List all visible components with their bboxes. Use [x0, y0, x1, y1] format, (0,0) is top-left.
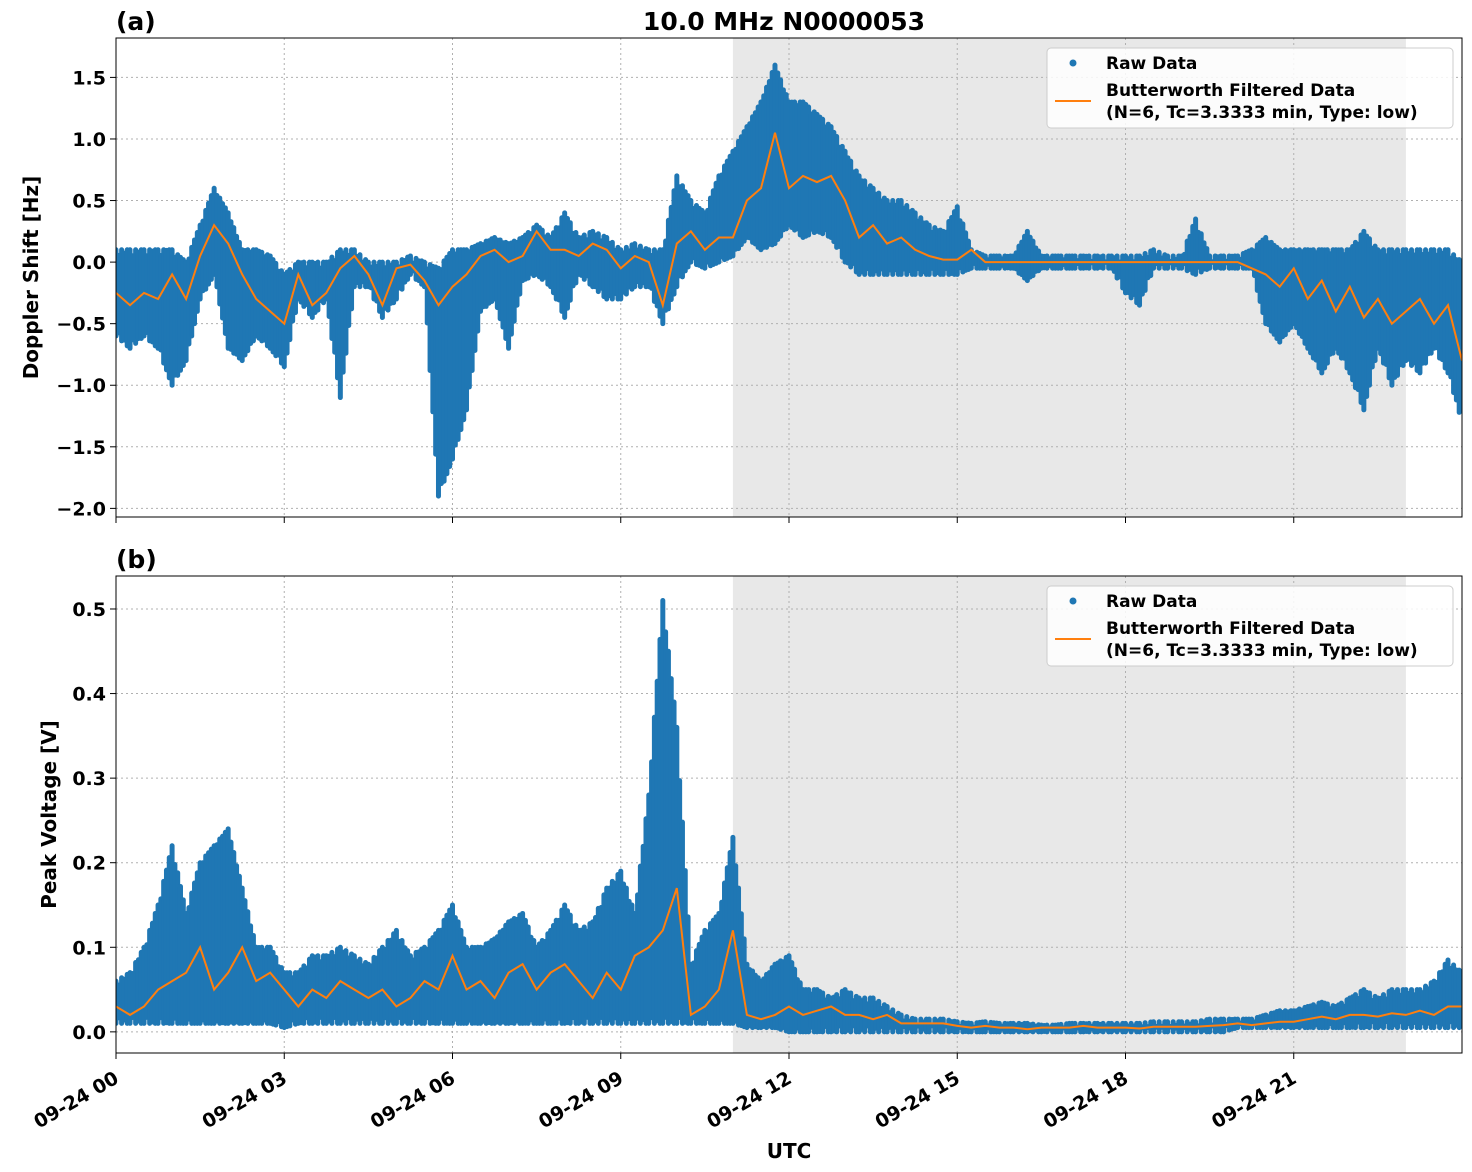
chart-title: 10.0 MHz N0000053	[643, 7, 925, 36]
raw-data-series	[116, 598, 1462, 1035]
y-tick-label: 0.2	[72, 853, 106, 875]
y-tick-label: 0.1	[72, 937, 106, 959]
legend-label-filtered: Butterworth Filtered Data	[1106, 619, 1355, 639]
legend-box	[1046, 47, 1454, 129]
panel-label: (b)	[116, 545, 157, 574]
y-tick-label: −1.5	[56, 437, 106, 459]
filtered-data-line	[116, 887, 1462, 1031]
panel-a: 1.5 1.0 0.5 0.0 −0.5 −1.0 −1.5 −2.0 (a) Doppler S…	[19, 7, 1463, 523]
x-tick-label: 09-24 06	[367, 1067, 459, 1133]
y-tick-label: 0.0	[72, 1022, 106, 1044]
legend-label-raw: Raw Data	[1106, 592, 1197, 612]
y-tick-label: 1.0	[72, 129, 106, 151]
y-axis-label: Doppler Shift [Hz]	[19, 176, 43, 380]
legend-marker-raw	[1069, 59, 1077, 67]
y-tick-label: 0.3	[72, 768, 106, 790]
y-tick-label: −2.0	[56, 498, 106, 520]
legend: Raw Data Butterworth Filtered Data(N=6, T…	[1046, 585, 1454, 667]
legend-label-raw: Raw Data	[1106, 54, 1197, 74]
x-tick-label: 09-24 21	[1208, 1067, 1300, 1133]
legend: Raw Data Butterworth Filtered Data(N=6, T…	[1046, 47, 1454, 129]
panel-label: (a)	[116, 7, 156, 36]
x-tick-label: 09-24 00	[30, 1067, 122, 1133]
x-tick-label: 09-24 09	[535, 1067, 627, 1133]
legend-marker-raw	[1069, 597, 1077, 605]
x-tick-label: 09-24 12	[703, 1067, 795, 1133]
legend-label-filter-params: (N=6, Tc=3.3333 min, Type: low)	[1106, 103, 1418, 123]
y-tick-label: 1.5	[72, 67, 106, 89]
x-tick-label: 09-24 15	[871, 1067, 963, 1133]
filtered-data-line	[116, 132, 1462, 361]
panel-b: 0.5 0.4 0.3 0.2 0.1 0.0 09-24 00 09-24 03 09-24 …	[30, 545, 1463, 1133]
y-tick-label: 0.0	[72, 252, 106, 274]
y-tick-label: 0.5	[72, 599, 106, 621]
y-tick-label: 0.4	[72, 684, 106, 706]
x-tick-label: 09-24 18	[1040, 1067, 1132, 1133]
y-tick-label: −1.0	[56, 375, 106, 397]
x-axis-label: UTC	[767, 1139, 812, 1163]
legend-label-filter-params: (N=6, Tc=3.3333 min, Type: low)	[1106, 641, 1418, 661]
legend-box	[1046, 585, 1454, 667]
y-tick-label: −0.5	[56, 314, 106, 336]
y-axis-label: Peak Voltage [V]	[37, 720, 61, 909]
legend-label-filtered: Butterworth Filtered Data	[1106, 81, 1355, 101]
x-tick-label: 09-24 03	[198, 1067, 290, 1133]
y-tick-label: 0.5	[72, 191, 106, 213]
